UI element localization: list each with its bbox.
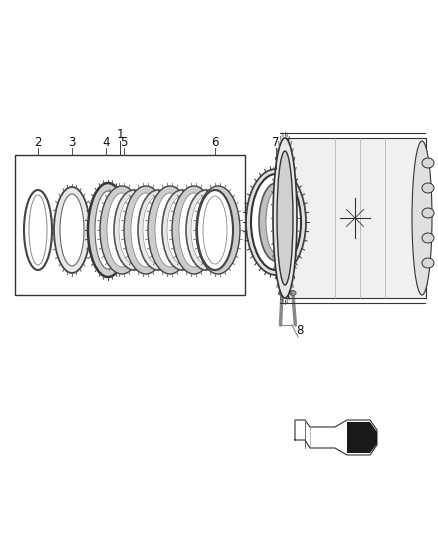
Ellipse shape bbox=[422, 258, 434, 268]
Ellipse shape bbox=[203, 193, 233, 267]
Ellipse shape bbox=[88, 183, 128, 277]
Bar bbox=[15, 155, 245, 295]
Ellipse shape bbox=[422, 158, 434, 168]
Ellipse shape bbox=[138, 190, 178, 270]
Ellipse shape bbox=[179, 193, 209, 267]
Ellipse shape bbox=[114, 190, 154, 270]
Ellipse shape bbox=[54, 187, 90, 273]
Ellipse shape bbox=[422, 233, 434, 243]
Text: 3: 3 bbox=[68, 136, 76, 149]
Ellipse shape bbox=[131, 193, 161, 267]
Text: 5: 5 bbox=[120, 136, 128, 149]
Text: 6: 6 bbox=[211, 136, 219, 149]
Ellipse shape bbox=[422, 208, 434, 218]
Text: 1: 1 bbox=[116, 128, 124, 141]
Ellipse shape bbox=[412, 141, 432, 295]
Ellipse shape bbox=[162, 190, 202, 270]
Bar bbox=[288, 138, 426, 298]
Ellipse shape bbox=[246, 169, 306, 275]
Ellipse shape bbox=[143, 196, 173, 264]
Ellipse shape bbox=[251, 174, 301, 270]
Ellipse shape bbox=[266, 191, 286, 253]
Ellipse shape bbox=[155, 193, 185, 267]
Ellipse shape bbox=[100, 186, 144, 274]
Polygon shape bbox=[347, 422, 377, 453]
Ellipse shape bbox=[172, 186, 216, 274]
Ellipse shape bbox=[277, 151, 293, 285]
Ellipse shape bbox=[167, 196, 197, 264]
Ellipse shape bbox=[273, 138, 297, 298]
Ellipse shape bbox=[191, 196, 221, 264]
Text: 2: 2 bbox=[34, 136, 42, 149]
Ellipse shape bbox=[60, 194, 84, 266]
Ellipse shape bbox=[196, 186, 240, 274]
Text: 7: 7 bbox=[272, 136, 280, 149]
Ellipse shape bbox=[148, 186, 192, 274]
Ellipse shape bbox=[107, 193, 137, 267]
Ellipse shape bbox=[259, 183, 293, 261]
Ellipse shape bbox=[186, 190, 226, 270]
Ellipse shape bbox=[290, 290, 296, 295]
Ellipse shape bbox=[119, 196, 149, 264]
Ellipse shape bbox=[124, 186, 168, 274]
Text: 4: 4 bbox=[102, 136, 110, 149]
Ellipse shape bbox=[95, 191, 121, 269]
Ellipse shape bbox=[279, 290, 285, 295]
Text: 8: 8 bbox=[297, 324, 304, 336]
Ellipse shape bbox=[197, 190, 233, 270]
Ellipse shape bbox=[422, 183, 434, 193]
